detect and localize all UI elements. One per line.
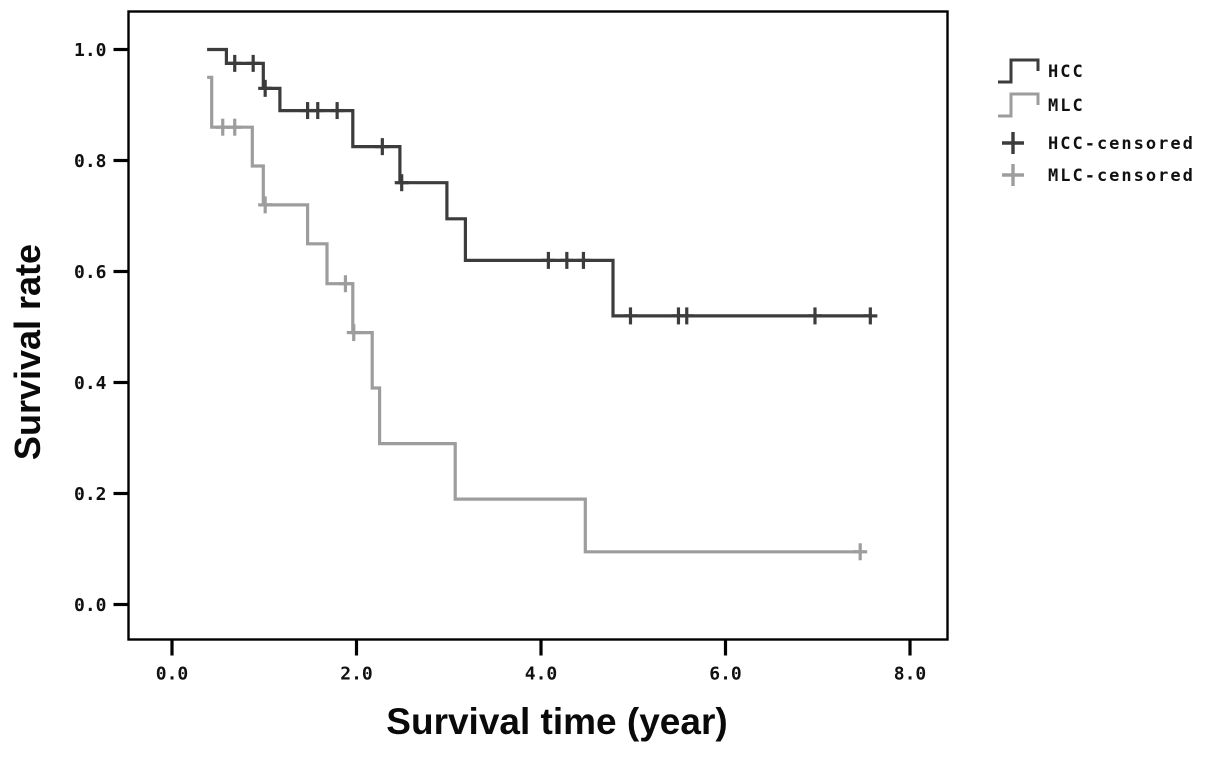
legend-label: HCC-censored bbox=[1048, 134, 1195, 154]
y-axis-title: Survival rate bbox=[7, 244, 48, 460]
censor-mark-mlc bbox=[258, 196, 273, 214]
legend-label: HCC bbox=[1048, 62, 1085, 82]
y-tick-label: 0.2 bbox=[74, 484, 107, 505]
censor-mark-hcc bbox=[375, 138, 390, 156]
censor-mark-hcc bbox=[330, 102, 345, 120]
plot-frame-border bbox=[127, 10, 949, 641]
censor-mark-mlc bbox=[346, 324, 361, 342]
y-tick-label: 0.4 bbox=[74, 373, 107, 394]
legend-item-mlc-censored: MLC-censored bbox=[1002, 164, 1195, 186]
y-tick-label: 1.0 bbox=[74, 40, 107, 61]
y-tick-label: 0.8 bbox=[74, 151, 107, 172]
censor-mark-mlc bbox=[853, 543, 868, 561]
censor-mark-hcc bbox=[258, 79, 273, 97]
axes: 0.0 0.2 0.4 0.6 0.8 1.0 0.0 2.0 4.0 6.0 8.0 bbox=[74, 40, 926, 685]
survival-curves bbox=[207, 47, 878, 561]
censor-mark-mlc bbox=[227, 118, 242, 136]
legend: HCC MLC HCC-censored MLC-censored bbox=[998, 58, 1195, 186]
plot-frame bbox=[127, 10, 949, 641]
censor-mark-hcc bbox=[310, 102, 325, 120]
y-tick-label: 0.0 bbox=[74, 595, 107, 616]
y-tick-label: 0.6 bbox=[74, 262, 107, 283]
legend-label: MLC bbox=[1048, 96, 1085, 116]
legend-label: MLC-censored bbox=[1048, 166, 1195, 186]
legend-step-line-icon bbox=[998, 58, 1040, 84]
censor-mark-hcc bbox=[623, 307, 638, 325]
censor-mark-mlc bbox=[215, 118, 230, 136]
x-tick-label: 8.0 bbox=[894, 664, 927, 685]
x-tick-label: 6.0 bbox=[709, 664, 742, 685]
censor-mark-hcc bbox=[394, 174, 409, 192]
censor-mark-hcc bbox=[541, 251, 556, 269]
legend-step-line-icon bbox=[998, 92, 1040, 118]
x-tick-label: 2.0 bbox=[340, 664, 373, 685]
censor-mark-hcc bbox=[679, 307, 694, 325]
censor-mark-mlc bbox=[338, 275, 353, 293]
legend-item-hcc-censored: HCC-censored bbox=[1002, 132, 1195, 154]
censor-mark-hcc bbox=[807, 307, 822, 325]
censor-mark-hcc bbox=[246, 54, 261, 72]
censor-mark-hcc bbox=[227, 54, 242, 72]
x-axis-title: Survival time (year) bbox=[386, 701, 727, 742]
legend-item-mlc: MLC bbox=[998, 92, 1085, 118]
censor-mark-hcc bbox=[863, 307, 878, 325]
censor-mark-hcc bbox=[576, 251, 591, 269]
legend-item-hcc: HCC bbox=[998, 58, 1085, 84]
x-tick-label: 0.0 bbox=[156, 664, 189, 685]
x-tick-label: 4.0 bbox=[525, 664, 558, 685]
censor-mark-hcc bbox=[559, 251, 574, 269]
